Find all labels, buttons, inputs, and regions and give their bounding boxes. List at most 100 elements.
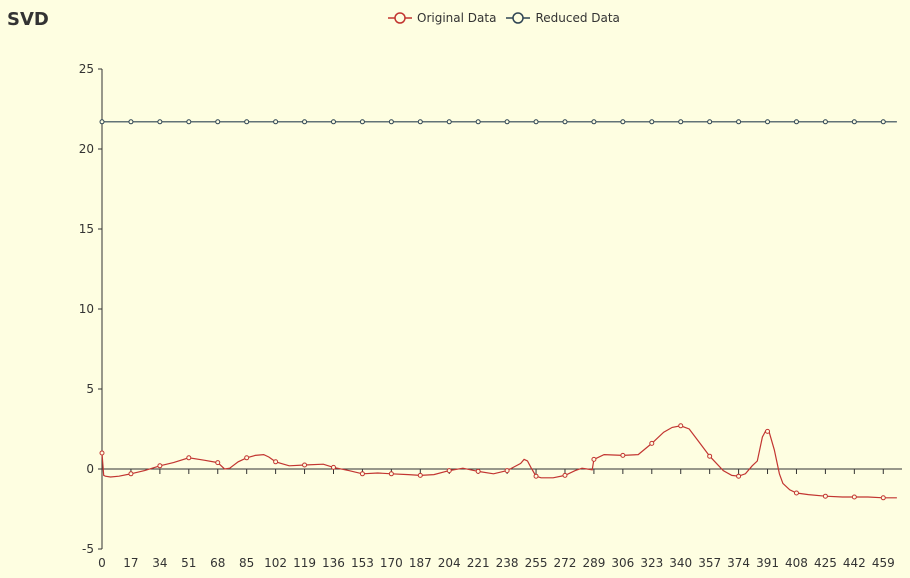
data-point-original	[475, 468, 481, 474]
x-tick-label: 102	[264, 556, 287, 570]
x-tick-label: 170	[380, 556, 403, 570]
legend-item-reduced[interactable]: Reduced Data	[506, 11, 620, 25]
x-tick-label: 289	[582, 556, 605, 570]
data-point-reduced	[388, 119, 394, 125]
data-point-reduced	[620, 119, 626, 125]
x-tick-label: 459	[872, 556, 895, 570]
legend-reduced-label: Reduced Data	[535, 11, 620, 25]
data-point-original	[215, 460, 221, 466]
data-point-reduced	[99, 119, 105, 125]
data-point-original	[99, 450, 105, 456]
x-tick-label: 68	[210, 556, 225, 570]
data-point-original	[302, 462, 308, 468]
data-point-original	[707, 453, 713, 459]
x-tick-label: 136	[322, 556, 345, 570]
x-tick-label: 0	[98, 556, 106, 570]
legend: Original Data Reduced Data	[388, 11, 620, 25]
data-point-original	[359, 471, 365, 477]
x-tick-label: 17	[123, 556, 138, 570]
data-point-reduced	[417, 119, 423, 125]
data-point-reduced	[186, 119, 192, 125]
x-tick-label: 425	[814, 556, 837, 570]
data-point-original	[186, 455, 192, 461]
data-point-original	[736, 473, 742, 479]
x-tick-label: 85	[239, 556, 254, 570]
data-point-original	[822, 493, 828, 499]
legend-original-icon	[388, 12, 412, 24]
data-point-reduced	[591, 119, 597, 125]
x-tick-label: 34	[152, 556, 167, 570]
data-point-reduced	[504, 119, 510, 125]
data-point-reduced	[822, 119, 828, 125]
x-tick-label: 51	[181, 556, 196, 570]
y-tick-label: 15	[79, 222, 94, 236]
y-tick-label: 25	[79, 62, 94, 76]
data-point-original	[417, 472, 423, 478]
data-point-reduced	[562, 119, 568, 125]
x-tick-label: 204	[438, 556, 461, 570]
data-point-reduced	[359, 119, 365, 125]
data-point-original	[244, 455, 250, 461]
y-tick-label: 0	[86, 462, 94, 476]
x-tick-label: 238	[496, 556, 519, 570]
y-tick-label: -5	[82, 542, 94, 556]
data-point-original	[157, 463, 163, 469]
data-point-reduced	[128, 119, 134, 125]
data-point-original	[591, 456, 597, 462]
data-point-original	[793, 490, 799, 496]
data-point-reduced	[880, 119, 886, 125]
x-tick-label: 340	[669, 556, 692, 570]
data-point-reduced	[736, 119, 742, 125]
x-tick-label: 272	[554, 556, 577, 570]
data-point-original	[562, 472, 568, 478]
data-point-original	[504, 468, 510, 474]
legend-item-original[interactable]: Original Data	[388, 11, 496, 25]
data-point-reduced	[851, 119, 857, 125]
legend-reduced-icon	[506, 12, 531, 24]
x-tick-label: 255	[525, 556, 548, 570]
data-point-original	[330, 464, 336, 470]
y-tick-label: 20	[79, 142, 94, 156]
data-point-original	[128, 471, 134, 477]
data-point-reduced	[649, 119, 655, 125]
x-tick-label: 374	[727, 556, 750, 570]
data-point-reduced	[793, 119, 799, 125]
data-point-reduced	[446, 119, 452, 125]
data-point-reduced	[765, 119, 771, 125]
data-point-original	[880, 495, 886, 501]
data-point-original	[620, 452, 626, 458]
x-tick-label: 442	[843, 556, 866, 570]
data-point-reduced	[244, 119, 250, 125]
data-point-reduced	[273, 119, 279, 125]
x-tick-label: 408	[785, 556, 808, 570]
x-tick-label: 357	[698, 556, 721, 570]
y-tick-label: 10	[79, 302, 94, 316]
data-point-original	[649, 440, 655, 446]
legend-original-label: Original Data	[417, 11, 497, 25]
data-point-original	[678, 423, 684, 429]
data-point-reduced	[157, 119, 163, 125]
x-tick-label: 187	[409, 556, 432, 570]
data-point-reduced	[678, 119, 684, 125]
data-point-reduced	[302, 119, 308, 125]
data-point-original	[273, 459, 279, 465]
data-point-original	[533, 473, 539, 479]
x-tick-label: 391	[756, 556, 779, 570]
x-tick-label: 119	[293, 556, 316, 570]
data-point-reduced	[707, 119, 713, 125]
data-point-reduced	[533, 119, 539, 125]
chart-title: SVD	[7, 9, 49, 30]
data-point-original	[388, 471, 394, 477]
x-tick-label: 221	[467, 556, 490, 570]
data-point-original	[851, 494, 857, 500]
x-tick-label: 323	[640, 556, 663, 570]
data-point-reduced	[475, 119, 481, 125]
series-line-original	[101, 425, 897, 499]
x-tick-label: 153	[351, 556, 374, 570]
x-tick-label: 306	[611, 556, 634, 570]
data-point-original	[765, 428, 771, 434]
y-tick-label: 5	[86, 382, 94, 396]
data-point-reduced	[330, 119, 336, 125]
